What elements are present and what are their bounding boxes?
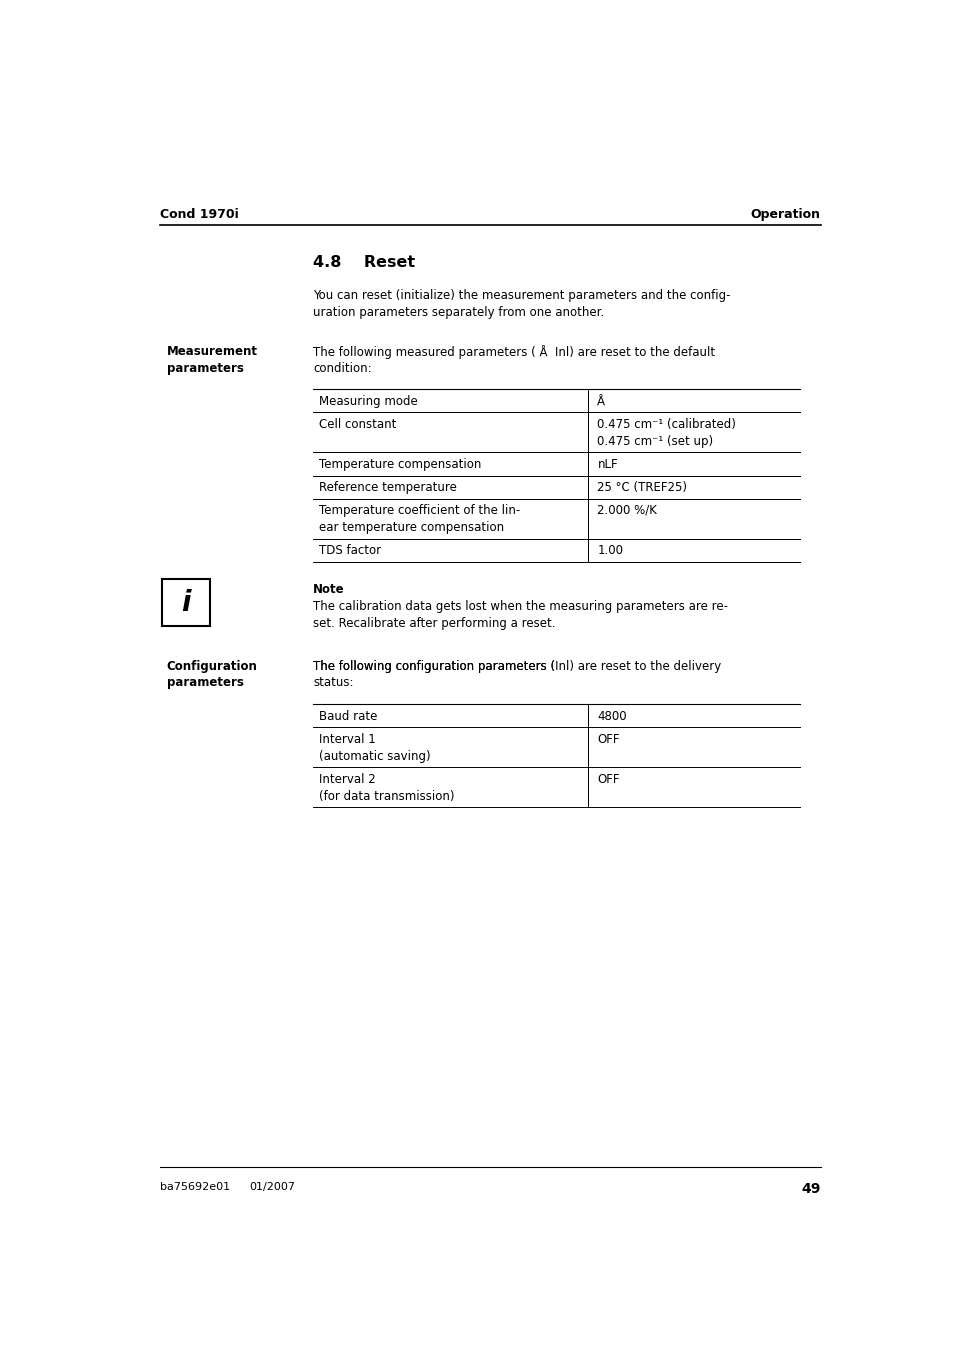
Text: The following configuration parameters (            ) are reset to the delivery: The following configuration parameters (… bbox=[313, 659, 735, 673]
Text: 0.475 cm⁻¹ (set up): 0.475 cm⁻¹ (set up) bbox=[597, 435, 713, 447]
Bar bbox=[162, 578, 210, 627]
Text: Å: Å bbox=[597, 394, 605, 408]
Text: 4800: 4800 bbox=[597, 709, 626, 723]
Text: Baud rate: Baud rate bbox=[319, 709, 377, 723]
Text: The calibration data gets lost when the measuring parameters are re-: The calibration data gets lost when the … bbox=[313, 600, 727, 613]
Text: parameters: parameters bbox=[167, 677, 243, 689]
Text: Measurement: Measurement bbox=[167, 346, 257, 358]
Text: OFF: OFF bbox=[597, 773, 619, 786]
Text: i: i bbox=[181, 589, 191, 616]
Text: Cell constant: Cell constant bbox=[319, 417, 396, 431]
Text: Temperature coefficient of the lin-: Temperature coefficient of the lin- bbox=[319, 504, 520, 517]
Text: Interval 1: Interval 1 bbox=[319, 732, 375, 746]
Text: Temperature compensation: Temperature compensation bbox=[319, 458, 481, 470]
Text: 0.475 cm⁻¹ (calibrated): 0.475 cm⁻¹ (calibrated) bbox=[597, 417, 736, 431]
Text: 4.8    Reset: 4.8 Reset bbox=[313, 254, 415, 269]
Text: condition:: condition: bbox=[313, 362, 372, 376]
Text: The following configuration parameters (: The following configuration parameters ( bbox=[313, 659, 555, 673]
Text: 1.00: 1.00 bbox=[597, 544, 622, 557]
Text: Measuring mode: Measuring mode bbox=[319, 394, 417, 408]
Text: uration parameters separately from one another.: uration parameters separately from one a… bbox=[313, 307, 603, 319]
Text: TDS factor: TDS factor bbox=[319, 544, 381, 557]
Text: status:: status: bbox=[313, 677, 354, 689]
Text: nLF: nLF bbox=[597, 458, 618, 470]
Text: (for data transmission): (for data transmission) bbox=[319, 790, 455, 802]
Text: 2.000 %/K: 2.000 %/K bbox=[597, 504, 657, 517]
Text: Reference temperature: Reference temperature bbox=[319, 481, 456, 494]
Text: OFF: OFF bbox=[597, 732, 619, 746]
Text: 01/2007: 01/2007 bbox=[249, 1182, 295, 1193]
Text: Configuration: Configuration bbox=[167, 659, 257, 673]
Text: 25 °C (TREF25): 25 °C (TREF25) bbox=[597, 481, 687, 494]
Text: Note: Note bbox=[313, 582, 344, 596]
Text: (automatic saving): (automatic saving) bbox=[319, 750, 431, 762]
Text: The following measured parameters ( Å  Inl) are reset to the default: The following measured parameters ( Å In… bbox=[313, 346, 715, 359]
Text: The following configuration parameters (Inl) are reset to the delivery: The following configuration parameters (… bbox=[313, 659, 720, 673]
Text: Interval 2: Interval 2 bbox=[319, 773, 375, 786]
Text: ear temperature compensation: ear temperature compensation bbox=[319, 521, 504, 534]
Text: set. Recalibrate after performing a reset.: set. Recalibrate after performing a rese… bbox=[313, 617, 555, 630]
Text: Cond 1970i: Cond 1970i bbox=[160, 208, 239, 222]
Text: parameters: parameters bbox=[167, 362, 243, 376]
Text: ba75692e01: ba75692e01 bbox=[160, 1182, 231, 1193]
Text: You can reset (initialize) the measurement parameters and the config-: You can reset (initialize) the measureme… bbox=[313, 289, 730, 303]
Text: 49: 49 bbox=[801, 1182, 820, 1197]
Text: Operation: Operation bbox=[750, 208, 820, 222]
